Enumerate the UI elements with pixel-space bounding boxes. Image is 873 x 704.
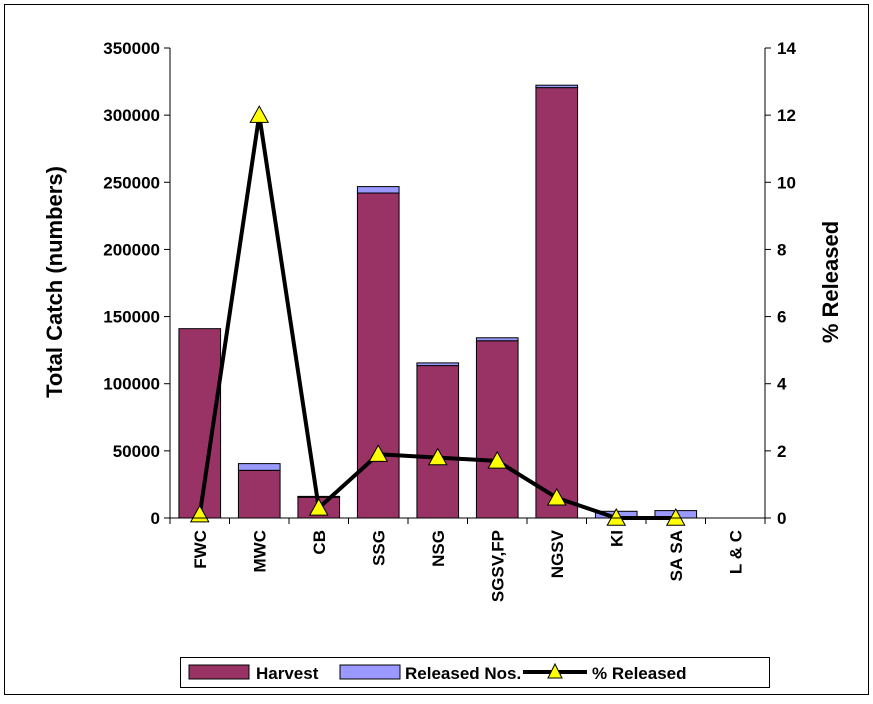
y-tick-label: 300000 (103, 106, 160, 125)
legend-swatch-harvest (188, 664, 250, 680)
x-tick-label: SGSV,FP (488, 530, 507, 602)
legend-label-released: Released Nos. (405, 664, 521, 683)
x-tick-label: FWC (191, 530, 210, 569)
y-tick-label: 200000 (103, 240, 160, 259)
y-tick-label: 350000 (103, 39, 160, 58)
y2-tick-label: 14 (777, 39, 796, 58)
marker-pct-released (487, 450, 508, 469)
marker-pct-released (249, 105, 270, 123)
y2-tick-label: 8 (777, 240, 786, 259)
x-tick-label: KI (607, 530, 626, 547)
y-tick-label: 150000 (103, 308, 160, 327)
bar-released (237, 463, 281, 471)
y2-tick-label: 6 (777, 308, 786, 327)
bar-released (356, 186, 400, 194)
bar-harvest (416, 365, 460, 519)
axes: 0 50000 100000 150000 200000 250000 300000 3500… (103, 39, 796, 602)
legend-label-harvest: Harvest (256, 664, 319, 683)
bar-harvest (535, 87, 579, 519)
bar-harvest (356, 192, 400, 519)
y-tick-label: 100000 (103, 375, 160, 394)
y-tick-label: 0 (151, 509, 160, 528)
legend-marker-pct (547, 662, 563, 679)
x-tick-label: NSG (429, 530, 448, 567)
bar-released (535, 84, 579, 89)
marker-pct-released (308, 497, 329, 516)
y2-tick-label: 0 (777, 509, 786, 528)
bar-released (475, 337, 519, 342)
legend-box (180, 657, 770, 688)
x-tick-label: L & C (726, 530, 745, 574)
chart-border (4, 4, 869, 695)
legend-swatch-released (339, 664, 401, 680)
y-tick-label: 50000 (113, 442, 160, 461)
marker-pct-released (368, 444, 389, 462)
y2-axis-title: % Released (818, 221, 843, 343)
marker-pct-released (546, 487, 567, 506)
y2-tick-label: 4 (777, 375, 787, 394)
legend: Harvest Released Nos. % Released (180, 657, 770, 688)
x-tick-label: SSG (369, 530, 388, 566)
y-axis-title: Total Catch (numbers) (42, 166, 67, 398)
x-tick-label: CB (310, 530, 329, 555)
legend-label-pct: % Released (592, 664, 687, 683)
x-tick-label: NGSV (548, 529, 567, 578)
y2-tick-label: 12 (777, 106, 796, 125)
y2-tick-label: 2 (777, 442, 786, 461)
x-tick-label: SA SA (667, 530, 686, 581)
y2-tick-label: 10 (777, 173, 796, 192)
bar-released (416, 362, 460, 367)
y-tick-label: 250000 (103, 173, 160, 192)
marker-pct-released (427, 447, 448, 466)
x-tick-label: MWC (250, 530, 269, 572)
marker-pct-released (606, 507, 627, 526)
bar-harvest (237, 469, 281, 519)
bar-harvest (475, 340, 519, 519)
marker-pct-released (665, 507, 686, 526)
plot-area (178, 84, 698, 526)
